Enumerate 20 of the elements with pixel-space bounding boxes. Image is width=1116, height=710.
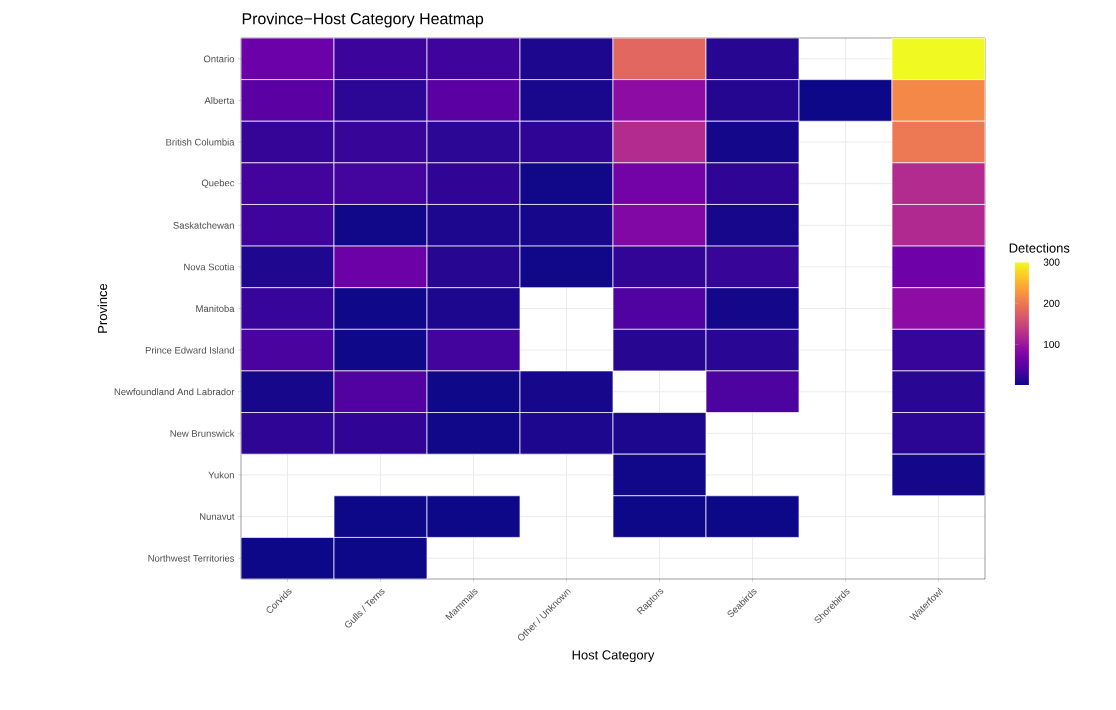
y-tick-label: Newfoundland And Labrador xyxy=(114,388,235,396)
y-tick-label: Nunavut xyxy=(200,513,235,520)
y-tick-label: Alberta xyxy=(204,96,235,104)
y-tick-label: Yukon xyxy=(208,471,234,479)
y-tick-label: Ontario xyxy=(203,55,235,63)
y-tick-label: Manitoba xyxy=(196,305,235,312)
y-tick-label: British Columbia xyxy=(166,138,235,146)
y-axis-title: Province xyxy=(97,283,108,333)
y-tick-label: Nova Scotia xyxy=(184,263,235,271)
color-bar-label: 300 xyxy=(1043,258,1060,266)
y-tick-label: Prince Edward Island xyxy=(145,346,234,354)
color-bar-title: Detections xyxy=(1009,243,1070,253)
chart-title: Province−Host Category Heatmap xyxy=(242,12,484,28)
y-tick-label: Saskatchewan xyxy=(173,221,234,229)
y-tick-label: Northwest Territories xyxy=(148,554,235,562)
color-bar-label: 200 xyxy=(1043,299,1060,307)
y-tick-label: Quebec xyxy=(201,179,235,188)
y-tick-label: New Brunswick xyxy=(170,429,235,437)
x-axis-title: Host Category xyxy=(572,650,655,663)
color-bar-label: 100 xyxy=(1044,340,1060,348)
